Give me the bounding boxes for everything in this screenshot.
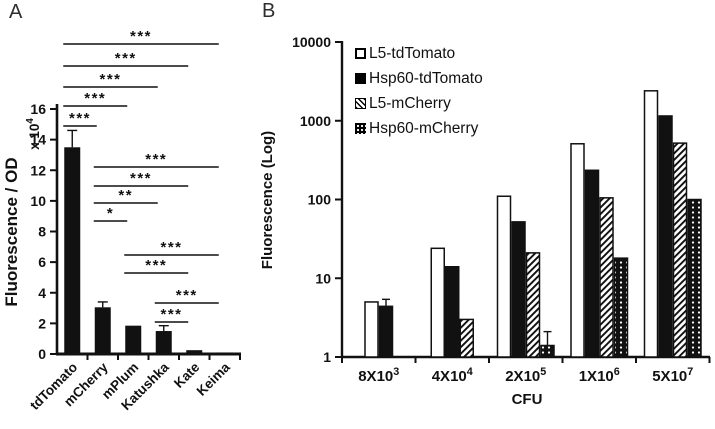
dots-bar-swatch-icon [355,123,366,134]
bar-Hsp60-tdTomato-1X106 [584,169,600,358]
legend-label: L5-mCherry [369,94,451,112]
panel-a-chart: 0246810121416tdTomatomCherrymPlumKatushk… [2,28,241,413]
bar-Keima [216,352,233,354]
bar-L5-tdTomato-1X106 [570,143,585,358]
bar-Katushka [155,331,172,354]
sig-stars: *** [130,28,152,45]
legend-label: Hsp60-tdTomato [369,69,483,87]
sig-stars: * [107,205,114,222]
legend-label: L5-tdTomato [369,44,456,62]
bar-L5-mCherry-5X107 [672,142,688,358]
y-tick-label: 4 [38,285,46,301]
y-tick-label: 12 [30,162,46,178]
sig-stars: *** [84,90,106,107]
legend-label: Hsp60-mCherry [369,119,479,137]
sig-stars: *** [145,151,167,168]
y-tick-label: 6 [38,254,46,270]
x-category-label: 1X106 [579,366,620,385]
bar-Hsp60-mCherry-5X107 [687,198,702,358]
y-tick-label: 14 [30,132,46,148]
y-tick-label: 10 [315,270,331,286]
bar-L5-mCherry-4X104 [459,318,474,358]
panel-a-label: A [9,1,23,23]
bar-L5-tdTomato-2X105 [496,195,512,358]
panel-b-chart: 1 10 100 1000 10000 8X103 4X104 2X105 1X106 5X107… [259,34,711,408]
legend-item-l5-tdtomato: L5-tdTomato [355,41,483,66]
sig-stars: *** [160,239,182,256]
y-tick-label: 10000 [292,34,331,50]
bar-Kate [186,350,203,354]
y-tick-label: 16 [30,101,46,117]
bar-mCherry [94,307,111,354]
bar-Hsp60-mCherry-1X106 [613,257,629,358]
bar-L5-tdTomato-8X103 [364,301,379,358]
y-tick-label: 0 [38,346,46,362]
y-tick-label: 1000 [300,113,331,129]
panel-b-y-axis-title: Fluorescence (Log) [259,131,276,269]
solid-bar-swatch-icon [355,73,366,84]
legend-item-l5-mcherry: L5-mCherry [355,91,483,116]
bar-L5-mCherry-1X106 [599,197,614,358]
sig-stars: *** [130,170,152,187]
hatch-bar-swatch-icon [355,98,366,109]
sig-stars: *** [115,50,137,67]
legend-item-hsp60-mcherry: Hsp60-mCherry [355,116,483,141]
sig-stars: *** [160,306,182,323]
panel-b-legend: L5-tdTomato Hsp60-tdTomato L5-mCherry Hs… [355,41,483,141]
bar-mPlum [125,325,142,354]
bar-Hsp60-mCherry-2X105 [540,344,555,358]
y-tick-label: 8 [38,224,46,240]
panel-a-y-axis-title: Fluorescence / OD [2,157,21,306]
sig-stars: *** [176,287,198,304]
y-tick-label: 10 [30,193,46,209]
bar-Hsp60-tdTomato-5X107 [658,115,673,358]
sig-stars: *** [99,71,121,88]
legend-item-hsp60-tdtomato: Hsp60-tdTomato [355,66,483,91]
panel-b-x-axis-title: CFU [512,391,543,408]
bar-Hsp60-tdTomato-2X105 [511,221,526,358]
x-category-label: 8X103 [358,366,399,385]
sig-stars: ** [118,187,133,204]
open-bar-swatch-icon [355,48,366,59]
panel-a-y-axis-multiplier: x 104 [25,118,42,150]
x-category-label: 2X105 [505,366,546,385]
x-category-label: Keima [194,359,234,399]
y-tick-label: 100 [308,192,332,208]
x-category-label: 4X104 [432,366,473,385]
panel-b-label: B [262,0,276,22]
y-tick-label: 1 [323,349,331,365]
bar-L5-tdTomato-5X107 [643,90,659,358]
bar-Hsp60-tdTomato-8X103 [378,305,394,358]
bar-tdTomato [64,147,81,354]
y-tick-label: 2 [38,315,46,331]
sig-stars: *** [145,257,167,274]
bar-L5-tdTomato-4X104 [430,247,445,358]
bar-L5-mCherry-2X105 [525,252,541,358]
sig-stars: *** [69,110,91,127]
x-category-label: 5X107 [652,366,693,385]
bar-Hsp60-tdTomato-4X104 [445,265,460,358]
